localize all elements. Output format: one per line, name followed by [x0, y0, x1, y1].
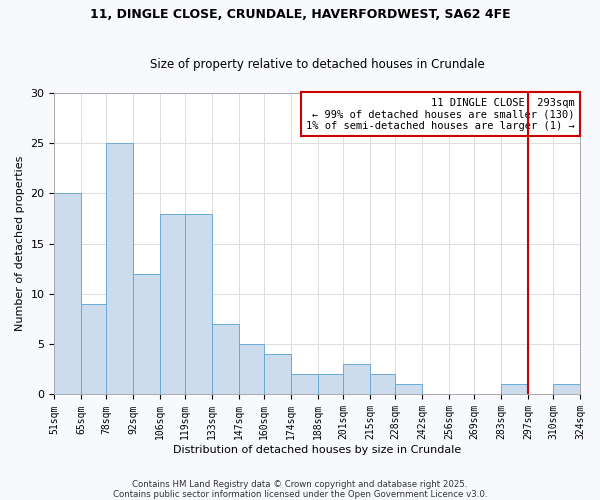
- Bar: [291, 374, 318, 394]
- Bar: [106, 143, 133, 395]
- Text: 11, DINGLE CLOSE, CRUNDALE, HAVERFORDWEST, SA62 4FE: 11, DINGLE CLOSE, CRUNDALE, HAVERFORDWES…: [89, 8, 511, 20]
- Bar: [212, 324, 239, 394]
- Text: 11 DINGLE CLOSE: 293sqm
← 99% of detached houses are smaller (130)
1% of semi-de: 11 DINGLE CLOSE: 293sqm ← 99% of detache…: [306, 98, 575, 130]
- Bar: [343, 364, 370, 394]
- Text: Contains public sector information licensed under the Open Government Licence v3: Contains public sector information licen…: [113, 490, 487, 499]
- Bar: [239, 344, 264, 395]
- Bar: [82, 304, 106, 394]
- Title: Size of property relative to detached houses in Crundale: Size of property relative to detached ho…: [150, 58, 485, 71]
- Bar: [264, 354, 291, 395]
- Bar: [501, 384, 528, 394]
- Bar: [395, 384, 422, 394]
- Bar: [318, 374, 343, 394]
- Bar: [55, 194, 82, 394]
- Bar: [370, 374, 395, 394]
- Bar: [133, 274, 160, 394]
- X-axis label: Distribution of detached houses by size in Crundale: Distribution of detached houses by size …: [173, 445, 461, 455]
- Bar: [185, 214, 212, 394]
- Y-axis label: Number of detached properties: Number of detached properties: [15, 156, 25, 332]
- Text: Contains HM Land Registry data © Crown copyright and database right 2025.: Contains HM Land Registry data © Crown c…: [132, 480, 468, 489]
- Bar: [160, 214, 185, 394]
- Bar: [553, 384, 580, 394]
